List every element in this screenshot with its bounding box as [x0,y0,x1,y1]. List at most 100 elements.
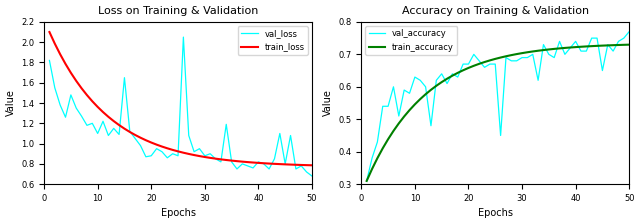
train_accuracy [492,58,499,60]
val_loss [67,94,75,96]
val_loss [287,134,294,137]
val_accuracy [443,82,451,85]
train_accuracy [363,180,371,182]
val_accuracy [465,63,472,65]
val_loss [61,116,69,118]
train_loss [260,162,268,165]
train_accuracy [572,46,579,48]
val_loss [147,154,155,157]
val_loss [45,59,53,62]
train_loss [185,153,193,155]
train_accuracy [395,122,403,125]
train_accuracy [454,71,461,74]
Y-axis label: Value: Value [323,90,333,116]
train_accuracy [598,44,606,47]
train_accuracy [534,49,542,52]
train_accuracy [374,157,381,159]
train_loss [201,156,209,158]
train_accuracy [609,44,617,47]
train_loss [206,157,214,159]
Line: train_loss: train_loss [49,32,312,165]
train_loss [223,159,230,161]
train_accuracy [486,59,493,62]
train_accuracy [476,62,483,65]
train_accuracy [614,44,622,46]
val_accuracy [395,115,403,117]
train_accuracy [545,48,553,51]
val_loss [185,134,193,137]
train_accuracy [550,47,558,50]
train_loss [255,162,262,164]
val_loss [228,161,236,163]
train_loss [83,94,91,96]
train_loss [298,164,305,166]
val_accuracy [582,50,590,52]
val_accuracy [492,63,499,65]
train_loss [233,160,241,162]
train_accuracy [582,45,590,48]
val_accuracy [593,37,601,39]
Line: val_accuracy: val_accuracy [367,32,629,181]
train_loss [45,31,53,33]
train_loss [265,162,273,165]
val_loss [271,157,278,160]
train_loss [115,124,123,126]
train_loss [88,100,96,103]
val_accuracy [454,76,461,78]
train_loss [190,154,198,156]
train_accuracy [449,74,456,77]
val_accuracy [545,53,553,56]
train_loss [77,87,85,90]
train_loss [276,163,284,166]
train_accuracy [390,130,397,132]
X-axis label: Epochs: Epochs [477,209,513,218]
val_accuracy [486,63,493,65]
val_loss [255,161,262,163]
train_accuracy [561,47,569,49]
Line: val_loss: val_loss [49,37,312,176]
train_loss [174,150,182,153]
train_accuracy [465,67,472,69]
train_accuracy [620,43,628,46]
val_loss [244,165,252,167]
val_accuracy [422,85,429,88]
val_loss [223,123,230,126]
val_accuracy [449,73,456,75]
val_loss [131,137,139,140]
train_loss [287,163,294,166]
val_loss [72,107,80,110]
val_accuracy [401,89,408,91]
val_accuracy [529,53,536,56]
val_loss [142,155,150,158]
val_loss [303,171,310,173]
train_loss [72,80,80,82]
val_accuracy [577,50,585,52]
train_accuracy [524,51,531,54]
val_accuracy [427,124,435,127]
val_loss [180,36,188,39]
val_loss [51,86,59,89]
val_accuracy [609,50,617,52]
train_accuracy [422,93,429,96]
val_loss [292,168,300,170]
val_loss [265,168,273,170]
train_loss [271,162,278,165]
Legend: val_loss, train_loss: val_loss, train_loss [237,26,308,55]
val_loss [83,124,91,127]
train_accuracy [604,44,612,47]
train_loss [56,53,64,56]
train_accuracy [433,84,440,87]
train_accuracy [417,98,424,100]
val_loss [110,127,118,130]
val_loss [174,154,182,157]
train_loss [67,71,75,74]
val_loss [212,157,220,160]
val_loss [239,163,246,165]
val_loss [163,156,171,159]
val_accuracy [572,40,579,43]
val_accuracy [438,73,445,75]
val_loss [88,122,96,125]
train_accuracy [443,78,451,80]
train_accuracy [593,45,601,47]
val_loss [233,168,241,170]
